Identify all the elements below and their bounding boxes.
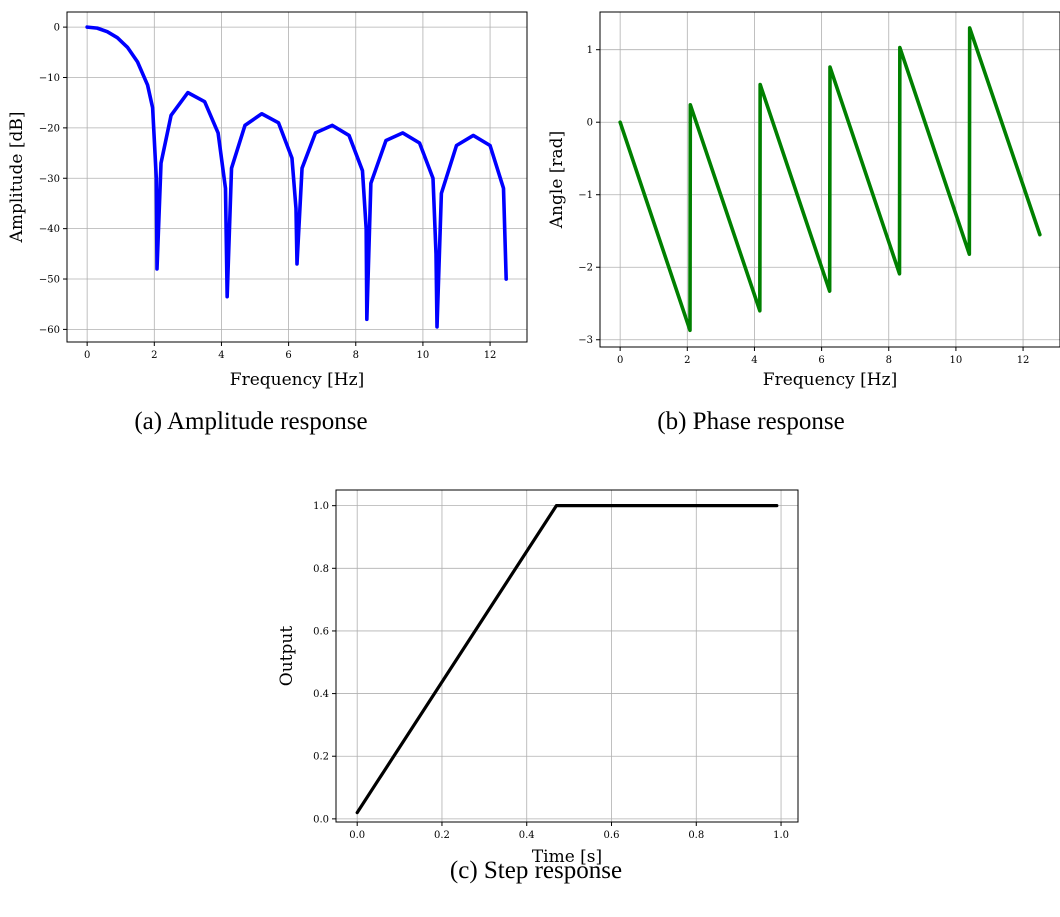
y-tick-label: 0.8 bbox=[313, 564, 329, 575]
series-line-amplitude bbox=[87, 27, 506, 327]
x-axis-label: Frequency [Hz] bbox=[230, 370, 364, 390]
y-tick-label: −10 bbox=[39, 73, 60, 84]
chart-step: 0.0 0.2 0.4 0.6 0.8 1.00.00.20.40.60.81.0Time… bbox=[277, 490, 798, 867]
x-tick-label: 10 bbox=[950, 355, 963, 366]
y-tick-label: 0.6 bbox=[313, 626, 329, 637]
x-axis-label: Frequency [Hz] bbox=[763, 370, 897, 390]
x-tick-label: 1.0 bbox=[773, 830, 789, 841]
x-tick-label: 10 bbox=[417, 350, 430, 361]
y-tick-label: −3 bbox=[578, 335, 593, 346]
x-tick-label: 0.6 bbox=[604, 830, 620, 841]
x-tick-label: 0.4 bbox=[519, 830, 535, 841]
y-tick-label: 0 bbox=[54, 23, 60, 34]
y-tick-label: −2 bbox=[578, 263, 593, 274]
y-tick-label: 0.4 bbox=[313, 689, 329, 700]
plot-frame bbox=[336, 490, 798, 822]
y-tick-label: 0.0 bbox=[313, 814, 329, 825]
caption-step: (c) Step response bbox=[6, 857, 1060, 885]
y-tick-label: −40 bbox=[39, 224, 60, 235]
x-tick-label: 8 bbox=[886, 355, 892, 366]
x-tick-label: 0 bbox=[617, 355, 623, 366]
x-tick-label: 0.0 bbox=[349, 830, 365, 841]
y-tick-label: 1 bbox=[587, 45, 593, 56]
y-tick-label: −30 bbox=[39, 174, 60, 185]
y-axis-label: Amplitude [dB] bbox=[7, 112, 27, 244]
y-tick-label: −1 bbox=[578, 190, 593, 201]
x-tick-label: 2 bbox=[684, 355, 690, 366]
y-tick-label: −60 bbox=[39, 325, 60, 336]
y-tick-label: 0.2 bbox=[313, 752, 329, 763]
chart-amplitude: 0 2 4 6 8 10 12 0 −10 −20 −30 −40 −50 −60 Frequency [H… bbox=[7, 12, 527, 390]
x-tick-label: 4 bbox=[751, 355, 757, 366]
x-tick-label: 6 bbox=[285, 350, 291, 361]
x-tick-label: 0.2 bbox=[434, 830, 450, 841]
x-tick-label: 0.8 bbox=[688, 830, 704, 841]
x-tick-label: 4 bbox=[218, 350, 224, 361]
y-axis-label: Angle [rad] bbox=[547, 131, 567, 229]
y-tick-label: 0 bbox=[587, 118, 593, 129]
x-tick-label: 12 bbox=[484, 350, 497, 361]
y-tick-label: −50 bbox=[39, 275, 60, 286]
x-tick-label: 2 bbox=[151, 350, 157, 361]
caption-phase: (b) Phase response bbox=[486, 408, 1016, 436]
series-line-phase bbox=[620, 28, 1040, 330]
x-tick-label: 6 bbox=[818, 355, 824, 366]
y-tick-label: 1.0 bbox=[313, 501, 329, 512]
x-tick-label: 0 bbox=[84, 350, 90, 361]
y-axis-label: Output bbox=[277, 626, 297, 687]
caption-amplitude: (a) Amplitude response bbox=[0, 408, 516, 436]
y-tick-label: −20 bbox=[39, 123, 60, 134]
series-line-step bbox=[357, 506, 777, 813]
x-tick-label: 8 bbox=[353, 350, 359, 361]
x-tick-label: 12 bbox=[1017, 355, 1030, 366]
